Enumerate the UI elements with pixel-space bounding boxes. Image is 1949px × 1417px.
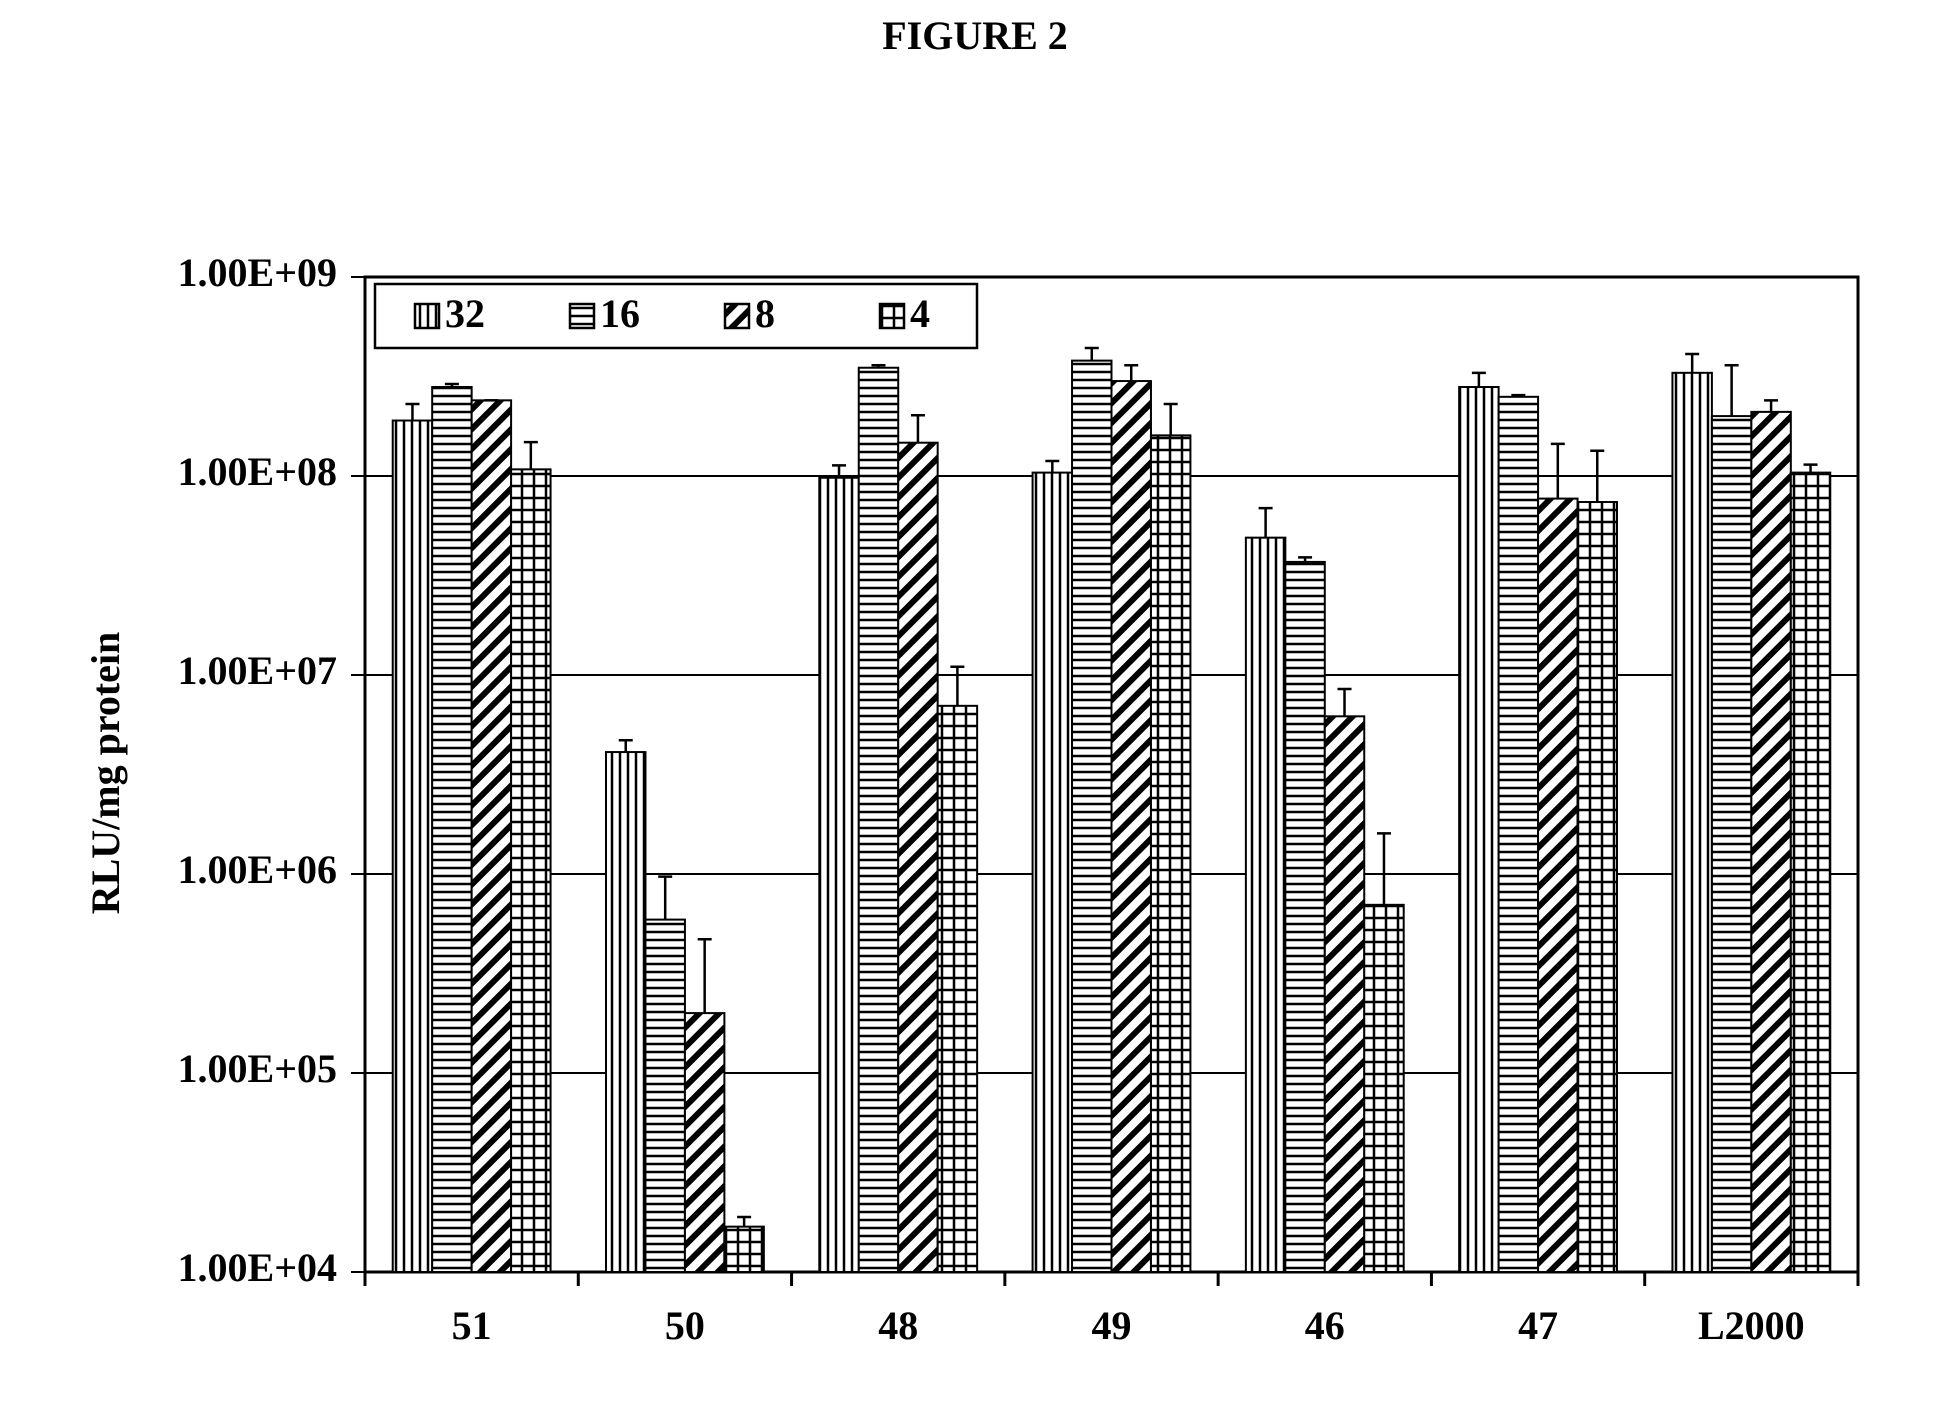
x-tick-label: 46 (1305, 1303, 1345, 1348)
x-tick-label: 48 (878, 1303, 918, 1348)
legend-swatch (415, 304, 439, 328)
bar (1791, 473, 1830, 1272)
error-bar (1259, 508, 1273, 538)
error-bar (950, 667, 964, 706)
error-bar (1124, 365, 1138, 381)
bar (1364, 905, 1403, 1272)
x-tick-label: 51 (452, 1303, 492, 1348)
legend-label: 4 (910, 291, 930, 336)
y-tick-label: 1.00E+04 (178, 1245, 337, 1290)
bar (1246, 538, 1285, 1272)
error-bar (1085, 348, 1099, 361)
legend-swatch (880, 304, 904, 328)
bar (1151, 435, 1190, 1272)
bar (685, 1013, 724, 1272)
error-bar (1764, 400, 1778, 412)
bar (1751, 412, 1790, 1272)
bar (511, 469, 550, 1272)
legend-label: 8 (755, 291, 775, 336)
error-bar (405, 404, 419, 421)
error-bar (698, 939, 712, 1013)
error-bar (1804, 465, 1818, 473)
x-tick-label: L2000 (1698, 1303, 1805, 1348)
bar (938, 706, 977, 1272)
error-bar (658, 877, 672, 920)
bar (1459, 387, 1498, 1272)
error-bar (1725, 365, 1739, 416)
bar (898, 443, 937, 1272)
bar (472, 400, 511, 1272)
y-axis-label: RLU/mg protein (83, 632, 128, 915)
bar (1578, 502, 1617, 1272)
y-tick-label: 1.00E+06 (178, 847, 337, 892)
error-bar (1685, 354, 1699, 373)
bar (1072, 361, 1111, 1272)
bar (1712, 416, 1751, 1272)
error-bar (737, 1217, 751, 1227)
legend-swatch (570, 304, 594, 328)
bar (1112, 381, 1151, 1272)
error-bar (911, 415, 925, 442)
bar (1033, 473, 1072, 1272)
bar (1538, 499, 1577, 1272)
chart-title: FIGURE 2 (882, 13, 1068, 58)
error-bar (1164, 404, 1178, 435)
error-bar (1338, 689, 1352, 716)
y-tick-label: 1.00E+07 (178, 648, 337, 693)
x-tick-label: 49 (1092, 1303, 1132, 1348)
bar (1672, 373, 1711, 1272)
legend-label: 16 (600, 291, 640, 336)
bar (1285, 562, 1324, 1272)
error-bar (1551, 444, 1565, 499)
error-bar (1045, 461, 1059, 473)
x-tick-label: 47 (1518, 1303, 1558, 1348)
error-bar (1472, 373, 1486, 387)
y-tick-label: 1.00E+08 (178, 449, 337, 494)
legend-swatch (725, 304, 749, 328)
error-bar (524, 442, 538, 469)
bar (432, 387, 471, 1272)
bar (1499, 397, 1538, 1272)
bar (859, 368, 898, 1272)
bar (393, 421, 432, 1272)
bar (606, 752, 645, 1272)
bar (724, 1227, 763, 1272)
error-bar (1377, 833, 1391, 904)
bar (1325, 716, 1364, 1272)
error-bar (619, 740, 633, 752)
y-tick-label: 1.00E+05 (178, 1046, 337, 1091)
bar (645, 920, 684, 1272)
bar (819, 478, 858, 1272)
x-tick-label: 50 (665, 1303, 705, 1348)
legend-label: 32 (445, 291, 485, 336)
y-tick-label: 1.00E+09 (178, 250, 337, 295)
